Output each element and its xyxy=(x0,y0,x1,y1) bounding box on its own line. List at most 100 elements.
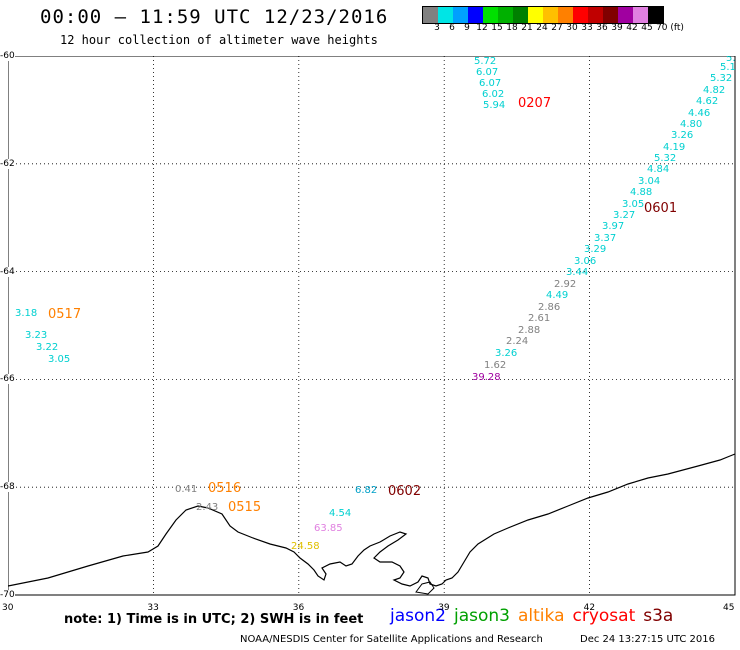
wave-height-label: 3.18 xyxy=(15,308,37,319)
color-swatch xyxy=(498,7,513,23)
wave-height-label: 6.02 xyxy=(482,89,504,100)
x-tick-label: 30 xyxy=(2,603,14,613)
color-scale-label: 27 xyxy=(551,23,563,33)
color-scale-label: 12 xyxy=(476,23,488,33)
color-swatch xyxy=(618,7,633,23)
color-scale-label: 18 xyxy=(506,23,518,33)
footer-note: note: 1) Time is in UTC; 2) SWH is in fe… xyxy=(64,612,364,627)
color-scale-label: 15 xyxy=(491,23,503,33)
wave-height-label: 6.82 xyxy=(355,485,377,496)
y-tick-label: -70 xyxy=(0,590,15,600)
color-swatch xyxy=(648,7,663,23)
mission-legend: jason2 jason3 altika cryosat s3a xyxy=(390,606,681,626)
color-scale-label: 6 xyxy=(449,23,455,33)
x-tick-label: 33 xyxy=(147,603,159,613)
x-tick-label: 39 xyxy=(438,603,450,613)
wave-height-label: 4.54 xyxy=(329,508,351,519)
y-tick-label: -64 xyxy=(0,266,15,277)
color-scale-label: 21 xyxy=(521,23,533,33)
wave-height-label: 2.92 xyxy=(554,279,576,290)
color-swatch xyxy=(513,7,528,23)
wave-height-label: 1.62 xyxy=(484,360,506,371)
y-tick-label: -62 xyxy=(0,158,15,169)
wave-height-label: 5.1 xyxy=(720,62,736,73)
color-swatch xyxy=(588,7,603,23)
wave-height-label: 3.05 xyxy=(48,354,70,365)
island xyxy=(415,581,435,595)
wave-height-label: 5.94 xyxy=(483,100,505,111)
wave-height-label: 2.88 xyxy=(518,325,540,336)
color-scale-label: 70 (ft) xyxy=(656,23,684,33)
y-tick-label: -60 xyxy=(0,51,15,61)
mission-legend-item: jason2 xyxy=(390,606,446,626)
color-scale-label: 45 xyxy=(641,23,653,33)
color-scale-label: 9 xyxy=(464,23,470,33)
color-scale-label: 33 xyxy=(581,23,593,33)
color-scale-bar xyxy=(422,6,664,24)
wave-height-label: 3.29 xyxy=(584,244,606,255)
wave-height-label: 2.43 xyxy=(196,502,218,513)
wave-height-label: 6.07 xyxy=(476,67,498,78)
wave-height-label: 5.72 xyxy=(474,56,496,67)
pass-time-label: 0207 xyxy=(518,96,551,111)
wave-height-label: 4.46 xyxy=(688,108,710,119)
color-scale-label: 42 xyxy=(626,23,638,33)
wave-height-label: 4.80 xyxy=(680,119,702,130)
x-tick-label: 45 xyxy=(723,603,735,613)
wave-height-label: 24.58 xyxy=(291,541,320,552)
wave-height-label: 2.86 xyxy=(538,302,560,313)
wave-height-label: 4.19 xyxy=(663,142,685,153)
color-swatch xyxy=(468,7,483,23)
wave-height-label: 3.26 xyxy=(671,130,693,141)
coastline xyxy=(8,453,736,587)
wave-height-label: 4.62 xyxy=(696,96,718,107)
map-subtitle: 12 hour collection of altimeter wave hei… xyxy=(60,33,378,47)
mission-legend-item: jason3 xyxy=(454,606,510,626)
color-scale-labels: 3 6 9 12 15 18 21 24 27 30 33 36 39 42 45 70 (ft) xyxy=(422,23,740,35)
pass-time-label: 0601 xyxy=(644,201,677,216)
pass-time-label: 0515 xyxy=(228,500,261,515)
color-swatch xyxy=(543,7,558,23)
map-frame xyxy=(8,56,736,596)
wave-height-label: 3.22 xyxy=(36,342,58,353)
wave-height-label: 3.37 xyxy=(594,233,616,244)
wave-height-label: 4.84 xyxy=(647,164,669,175)
observation-labels: 5.726.076.076.025.9402075.35.15.324.824.… xyxy=(15,56,736,552)
y-tick-label: -68 xyxy=(0,482,15,493)
color-swatch xyxy=(603,7,618,23)
map-title: 00:00 – 11:59 UTC 12/23/2016 xyxy=(40,6,389,28)
color-swatch xyxy=(453,7,468,23)
mission-legend-item: s3a xyxy=(643,606,674,626)
wave-height-label: 0.41 xyxy=(175,484,197,495)
wave-height-label: 4.88 xyxy=(630,187,652,198)
x-tick-label: 42 xyxy=(583,603,596,613)
wave-height-label: 3.26 xyxy=(495,348,517,359)
wave-height-label: 63.85 xyxy=(314,523,343,534)
pass-time-label: 0602 xyxy=(388,484,421,499)
wave-height-label: 5.3 xyxy=(726,56,736,64)
color-swatch xyxy=(558,7,573,23)
color-swatch xyxy=(483,7,498,23)
wave-height-label: 2.24 xyxy=(506,336,528,347)
wave-height-label: 5.32 xyxy=(710,73,732,84)
pass-time-label: 0517 xyxy=(48,307,81,322)
color-scale-label: 30 xyxy=(566,23,578,33)
wave-height-label: 3.97 xyxy=(602,221,624,232)
wave-height-label: 3.06 xyxy=(574,256,596,267)
wave-height-label: 4.49 xyxy=(546,290,568,301)
color-swatch xyxy=(573,7,588,23)
wave-height-label: 39.28 xyxy=(472,372,501,383)
color-swatch xyxy=(528,7,543,23)
color-swatch xyxy=(633,7,648,23)
footer-timestamp: Dec 24 13:27:15 UTC 2016 xyxy=(580,634,715,645)
mission-legend-item: cryosat xyxy=(572,606,636,626)
color-scale-label: 3 xyxy=(434,23,440,33)
color-swatch xyxy=(423,7,438,23)
wave-height-label: 2.61 xyxy=(528,313,550,324)
wave-height-label: 4.82 xyxy=(703,85,725,96)
wave-height-map: 5.726.076.076.025.9402075.35.15.324.824.… xyxy=(8,56,736,596)
color-swatch xyxy=(438,7,453,23)
wave-height-label: 5.32 xyxy=(654,153,676,164)
color-scale-label: 39 xyxy=(611,23,623,33)
footer-credit: NOAA/NESDIS Center for Satellite Applica… xyxy=(240,634,543,645)
